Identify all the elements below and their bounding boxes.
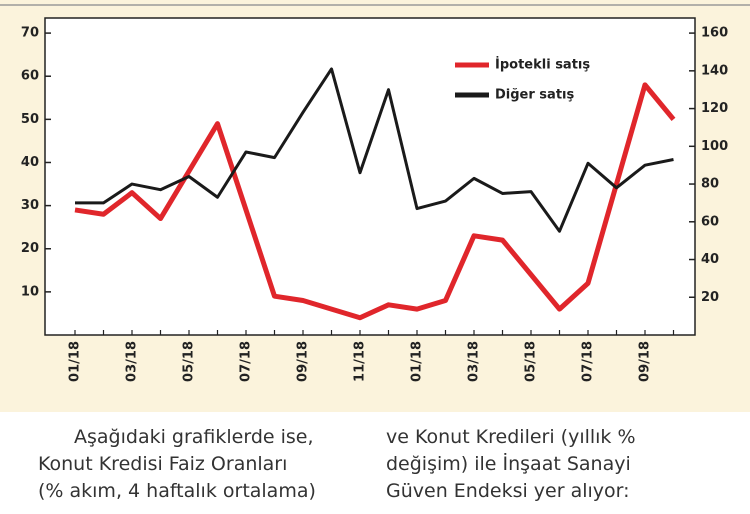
y2-tick-label: 140 [701, 63, 728, 78]
y-tick-label: 20 [21, 241, 39, 256]
y2-tick-label: 60 [701, 214, 719, 229]
x-tick-label: 01/18 [410, 341, 425, 382]
caption-line: (% akım, 4 haftalık ortalama) [38, 480, 316, 502]
legend-label: İpotekli satış [495, 57, 590, 73]
caption-line: değişim) ile İnşaat Sanayi [386, 453, 631, 475]
x-tick-label: 03/18 [467, 341, 482, 382]
caption-left: Aşağıdaki grafiklerde ise, Konut Kredisi … [38, 424, 316, 505]
caption-right: ve Konut Kredileri (yıllık % değişim) ile… [386, 424, 636, 505]
y2-tick-label: 160 [701, 26, 728, 41]
legend-label: Diğer satış [495, 88, 574, 103]
y-tick-label: 60 [21, 69, 39, 84]
caption-line: ve Konut Kredileri (yıllık % [386, 426, 636, 448]
plot-area [44, 17, 696, 336]
x-tick-label: 01/18 [68, 341, 83, 382]
x-tick-label: 05/18 [524, 341, 539, 382]
chart: 10 20 30 40 50 60 70 20 40 60 80 100 120 140 160 01/18 0… [0, 0, 750, 412]
y2-tick-label: 120 [701, 101, 728, 116]
x-tick-label: 09/18 [296, 341, 311, 382]
y-tick-label: 30 [21, 198, 39, 213]
y2-tick-label: 80 [701, 177, 719, 192]
x-tick-label: 11/18 [353, 341, 368, 382]
y2-tick-label: 20 [701, 290, 719, 305]
x-tick-label: 07/18 [581, 341, 596, 382]
y-tick-label: 10 [21, 284, 39, 299]
x-tick-label: 09/18 [638, 341, 653, 382]
y-tick-label: 50 [21, 112, 39, 127]
y2-tick-label: 40 [701, 252, 719, 267]
caption-line: Güven Endeksi yer alıyor: [386, 480, 630, 502]
series-line [74, 82, 676, 321]
caption-line: Aşağıdaki grafiklerde ise, [74, 426, 314, 448]
x-tick-label: 05/18 [182, 341, 197, 382]
caption-line: Konut Kredisi Faiz Oranları [38, 453, 288, 475]
y2-tick-label: 100 [701, 139, 728, 154]
x-tick-label: 03/18 [125, 341, 140, 382]
y-tick-label: 40 [21, 155, 39, 170]
y-tick-label: 70 [21, 26, 39, 41]
series-line [75, 67, 674, 233]
x-tick-label: 07/18 [239, 341, 254, 382]
